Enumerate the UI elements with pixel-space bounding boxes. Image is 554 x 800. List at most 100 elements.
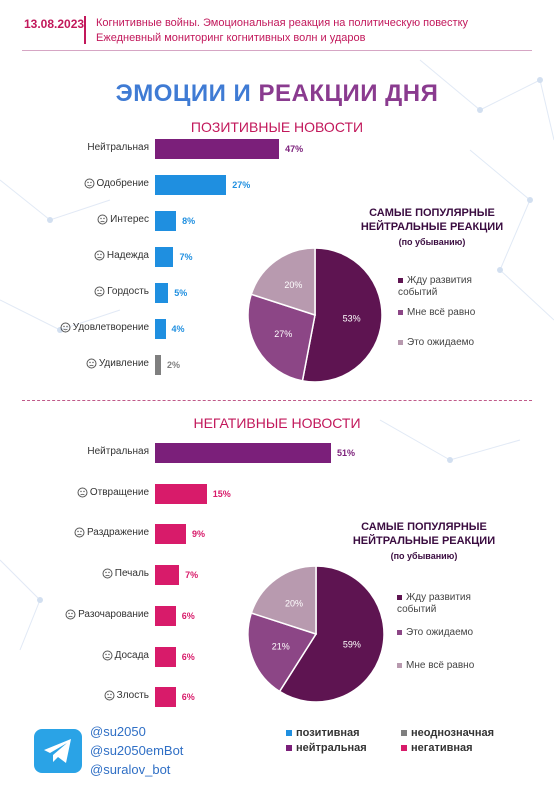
- bar-value-label: 7%: [185, 570, 199, 581]
- bar: [155, 443, 331, 463]
- bar-label: Одобрение: [9, 178, 149, 189]
- bar: [155, 247, 174, 267]
- header-divider: [84, 16, 86, 44]
- pie-value-label: 27%: [274, 329, 292, 339]
- pie-legend-item: Жду развития событий: [397, 592, 507, 616]
- category-legend-item: неоднозначная: [401, 727, 494, 739]
- bar-label-text: Надежда: [106, 250, 149, 262]
- bar-label: Отвращение: [9, 487, 149, 498]
- bar-value-label: 6%: [181, 692, 195, 703]
- telegram-handle-1[interactable]: @su2050: [90, 724, 146, 739]
- pie-slice: [301, 248, 382, 382]
- category-swatch: [401, 745, 407, 752]
- legend-label: Это ожидаемо: [407, 337, 475, 348]
- pie-value-label: 20%: [285, 599, 303, 609]
- page-title: ЭМОЦИИ И РЕАКЦИИ ДНЯ: [0, 80, 554, 108]
- bar-label-text: Отвращение: [89, 486, 149, 498]
- positive-pie-title: САМЫЕ ПОПУЛЯРНЫЕ НЕЙТРАЛЬНЫЕ РЕАКЦИИ: [360, 207, 504, 233]
- pie-value-label: 21%: [272, 642, 290, 652]
- bar: [155, 605, 176, 626]
- category-legend-item: негативная: [401, 742, 473, 754]
- category-legend-item: позитивная: [286, 727, 360, 739]
- header-rule: [22, 50, 532, 51]
- bar-label-text: Раздражение: [86, 527, 149, 539]
- bar-label: Печаль: [9, 568, 149, 579]
- telegram-handle-2[interactable]: @su2050emBot: [90, 743, 184, 758]
- surprise-icon: [86, 358, 97, 369]
- bar: [155, 319, 166, 339]
- pie-legend-item: Мне всё равно: [398, 307, 508, 319]
- bar-label-text: Нейтральная: [87, 142, 149, 153]
- sad-icon: [102, 568, 113, 579]
- bar: [155, 139, 280, 159]
- bar-value-label: 47%: [285, 144, 304, 154]
- legend-label: Жду развития событий: [397, 592, 471, 615]
- telegram-handle-3[interactable]: @suralov_bot: [90, 762, 171, 777]
- bar-label: Удовлетворение: [9, 322, 149, 333]
- pie-legend-item: Это ожидаемо: [398, 337, 508, 349]
- bar-label-text: Печаль: [114, 568, 149, 580]
- positive-neutral-reactions-pie: 53% 27% 20%: [248, 248, 382, 382]
- legend-swatch: [398, 339, 403, 345]
- bar: [155, 283, 169, 303]
- annoyed-icon: [74, 527, 85, 538]
- smile-icon: [84, 178, 95, 189]
- telegram-icon[interactable]: [34, 729, 82, 773]
- bar-label: Удивление: [9, 358, 149, 369]
- negative-pie-subtitle: (по убыванию): [390, 551, 458, 561]
- category-label: негативная: [411, 742, 473, 754]
- pie-slice: [248, 293, 316, 382]
- pie-slice: [250, 248, 316, 317]
- legend-label: Мне всё равно: [406, 660, 475, 671]
- bar: [155, 483, 207, 504]
- bar: [155, 355, 161, 375]
- bar-value-label: 7%: [179, 252, 193, 262]
- legend-label: Мне всё равно: [407, 307, 476, 318]
- positive-news-title: ПОЗИТИВНЫЕ НОВОСТИ: [190, 119, 364, 135]
- pie-value-label: 20%: [284, 280, 302, 290]
- page-title-part1: ЭМОЦИИ И: [115, 80, 259, 107]
- category-label: нейтральная: [296, 742, 367, 754]
- category-swatch: [286, 745, 292, 752]
- negative-news-title: НЕГАТИВНЫЕ НОВОСТИ: [193, 415, 361, 431]
- bar-value-label: 5%: [174, 288, 188, 298]
- bar-label-text: Интерес: [110, 214, 149, 226]
- bar-value-label: 4%: [171, 324, 185, 334]
- bar-label: Раздражение: [9, 527, 149, 539]
- bar-label: Нейтральная: [9, 446, 149, 457]
- question-icon: [97, 214, 108, 225]
- bar: [155, 175, 227, 195]
- legend-swatch: [397, 629, 402, 635]
- smile-icon: [60, 322, 71, 333]
- header-subtitle-1: Когнитивные войны. Эмоциональная реакция…: [96, 17, 469, 29]
- positive-pie-subtitle: (по убыванию): [398, 237, 466, 247]
- bar-label-text: Гордость: [107, 286, 149, 298]
- disgust-icon: [77, 487, 88, 498]
- bar-value-label: 6%: [181, 651, 195, 662]
- trophy-icon: [94, 286, 105, 297]
- bar: [155, 211, 177, 231]
- pie-legend-item: Жду развития событий: [398, 275, 508, 299]
- bar-value-label: 2%: [167, 360, 181, 370]
- page-title-part2: РЕАКЦИИ ДНЯ: [258, 80, 439, 107]
- pie-slice: [278, 566, 384, 702]
- pie-legend-item: Это ожидаемо: [397, 627, 507, 639]
- bar-value-label: 9%: [192, 529, 206, 540]
- bar-label: Злость: [9, 690, 149, 701]
- bar-label: Нейтральная: [9, 142, 149, 153]
- bar: [155, 524, 187, 545]
- bar-label-text: Разочарование: [78, 608, 149, 620]
- angry-icon: [104, 690, 115, 701]
- bar: [155, 687, 176, 708]
- pie-value-label: 53%: [343, 313, 361, 323]
- category-label: неоднозначная: [411, 727, 495, 739]
- header-subtitle-2: Ежедневный мониторинг когнитивных волн и…: [96, 32, 366, 44]
- frown-icon: [102, 650, 113, 660]
- bar-label-text: Одобрение: [96, 178, 149, 190]
- legend-swatch: [397, 594, 402, 600]
- bar-label: Разочарование: [9, 609, 149, 620]
- bar-value-label: 15%: [212, 488, 231, 499]
- pie-legend-item: Мне всё равно: [397, 660, 507, 672]
- bar-label-text: Удовлетворение: [72, 322, 149, 334]
